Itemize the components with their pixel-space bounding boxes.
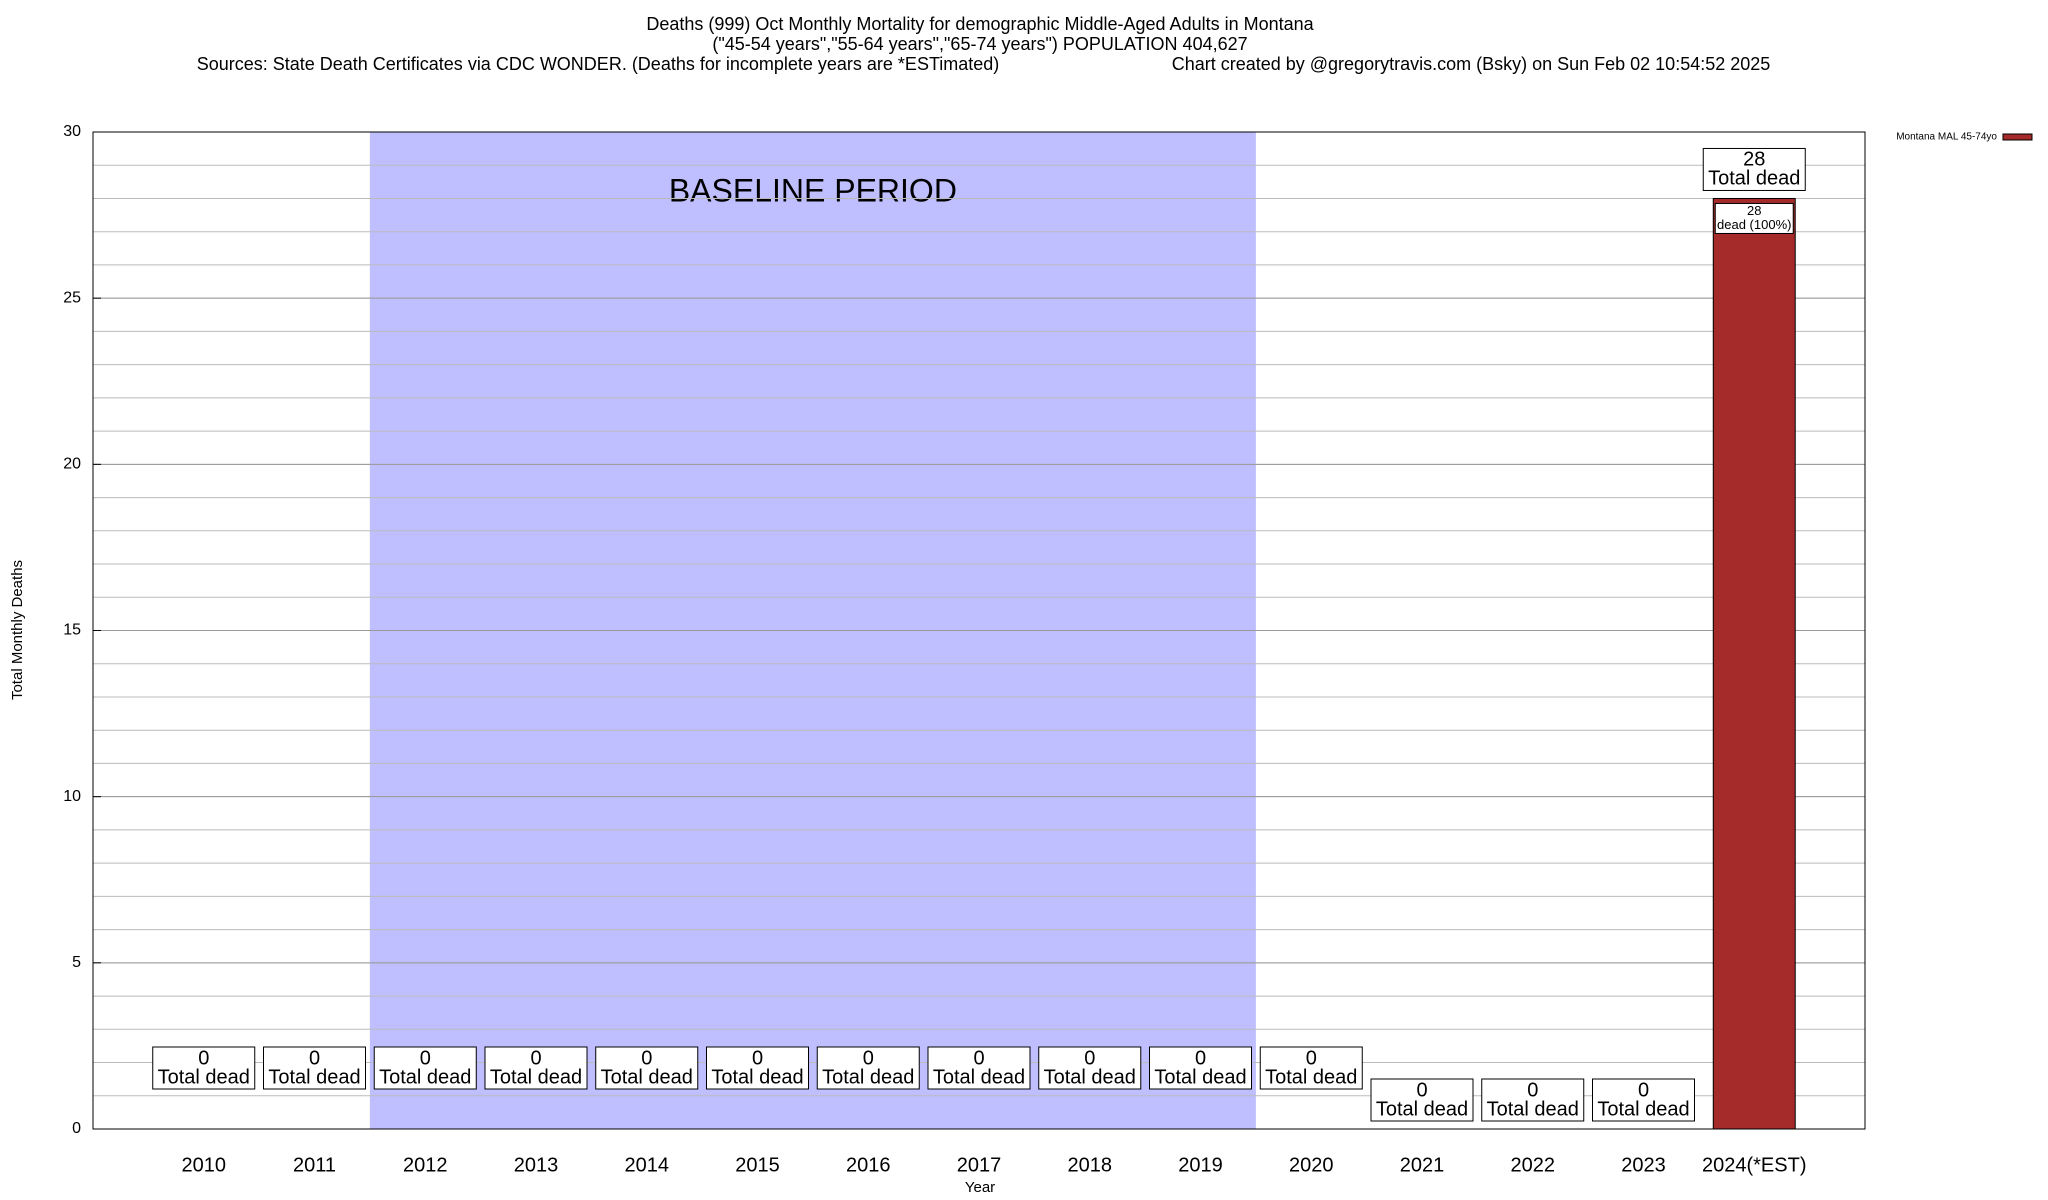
x-tick-label: 2020 (1289, 1154, 1334, 1176)
x-tick-label: 2011 (293, 1154, 336, 1176)
total-label-suffix: Total dead (379, 1066, 471, 1088)
total-label-box (152, 1046, 256, 1090)
total-label-box (816, 1046, 920, 1090)
total-label-suffix: Total dead (822, 1066, 914, 1088)
legend-label: Montana MAL 45-74yo (1896, 132, 1997, 143)
x-tick-label: 2010 (182, 1154, 227, 1176)
total-label-box (373, 1046, 477, 1090)
total-label-box (1592, 1078, 1695, 1122)
x-tick-label: 2012 (403, 1154, 448, 1176)
y-tick-label: 20 (63, 456, 81, 473)
shade-label: BASELINE PERIOD (669, 172, 957, 208)
total-label-suffix: Total dead (1154, 1066, 1246, 1088)
total-label-value: 0 (641, 1047, 652, 1069)
plot-frame (92, 131, 1866, 1130)
total-label-value: 0 (863, 1047, 874, 1069)
total-label-box (1038, 1046, 1142, 1090)
segment-label-value: 28 (1747, 203, 1761, 218)
total-label-suffix: Total dead (268, 1066, 360, 1088)
total-label-value: 28 (1743, 149, 1765, 171)
total-label-suffix: Total dead (158, 1066, 250, 1088)
total-label-suffix: Total dead (1487, 1098, 1579, 1120)
legend-swatch (2002, 133, 2033, 141)
y-tick-label: 10 (63, 788, 81, 805)
y-tick-label: 30 (63, 123, 81, 140)
total-label-value: 0 (752, 1047, 763, 1069)
x-axis-label: Year (965, 1179, 995, 1196)
total-label-box (484, 1046, 588, 1090)
total-label-box (263, 1046, 366, 1090)
total-label-suffix: Total dead (1376, 1098, 1468, 1120)
y-tick-label: 15 (63, 622, 81, 639)
total-label-value: 0 (973, 1047, 984, 1069)
total-label-suffix: Total dead (1044, 1066, 1136, 1088)
total-label-value: 0 (1527, 1079, 1538, 1101)
x-tick-label: 2017 (957, 1154, 1002, 1176)
segment-label-suffix: dead (100%) (1717, 217, 1791, 232)
total-label-value: 0 (530, 1047, 541, 1069)
total-label-value: 0 (1416, 1079, 1427, 1101)
chart-source: Sources: State Death Certificates via CD… (197, 54, 1000, 74)
chart-credit: Chart created by @gregorytravis.com (Bsk… (1172, 54, 1771, 74)
x-tick-label: 2019 (1178, 1154, 1223, 1176)
total-label-box (595, 1046, 699, 1090)
total-label-value: 0 (309, 1047, 320, 1069)
x-tick-label: 2022 (1511, 1154, 1556, 1176)
total-label-value: 0 (198, 1047, 209, 1069)
chart-title: Deaths (999) Oct Monthly Mortality for d… (646, 14, 1314, 34)
x-tick-label: 2021 (1400, 1154, 1445, 1176)
y-tick-label: 0 (72, 1120, 81, 1137)
x-tick-label: 2024(*EST) (1702, 1154, 1807, 1176)
x-tick-label: 2015 (735, 1154, 780, 1176)
chart-subtitle: ("45-54 years","55-64 years","65-74 year… (712, 34, 1247, 54)
total-label-value: 0 (1195, 1047, 1206, 1069)
y-axis-label: Total Monthly Deaths (9, 560, 26, 700)
total-label-box (706, 1046, 809, 1090)
total-label-value: 0 (1084, 1047, 1095, 1069)
x-tick-label: 2016 (846, 1154, 891, 1176)
total-label-box (927, 1046, 1031, 1090)
total-label-value: 0 (1306, 1047, 1317, 1069)
total-label-suffix: Total dead (1708, 168, 1800, 190)
segment-label-box (1714, 202, 1794, 234)
total-label-value: 0 (420, 1047, 431, 1069)
x-tick-label: 2013 (514, 1154, 559, 1176)
total-label-box (1370, 1078, 1474, 1122)
total-label-box (1481, 1078, 1585, 1122)
x-tick-label: 2023 (1621, 1154, 1666, 1176)
total-label-suffix: Total dead (1265, 1066, 1357, 1088)
x-tick-label: 2014 (625, 1154, 670, 1176)
total-label-value: 0 (1638, 1079, 1649, 1101)
x-tick-label: 2018 (1068, 1154, 1113, 1176)
y-tick-label: 25 (63, 289, 81, 306)
total-label-suffix: Total dead (711, 1066, 803, 1088)
y-tick-label: 5 (72, 954, 81, 971)
total-label-suffix: Total dead (601, 1066, 693, 1088)
bar (1712, 197, 1796, 1130)
total-label-box (1149, 1046, 1252, 1090)
total-label-suffix: Total dead (933, 1066, 1025, 1088)
total-label-box (1259, 1046, 1363, 1090)
total-label-suffix: Total dead (1597, 1098, 1689, 1120)
total-label-suffix: Total dead (490, 1066, 582, 1088)
total-label-box (1702, 147, 1806, 191)
